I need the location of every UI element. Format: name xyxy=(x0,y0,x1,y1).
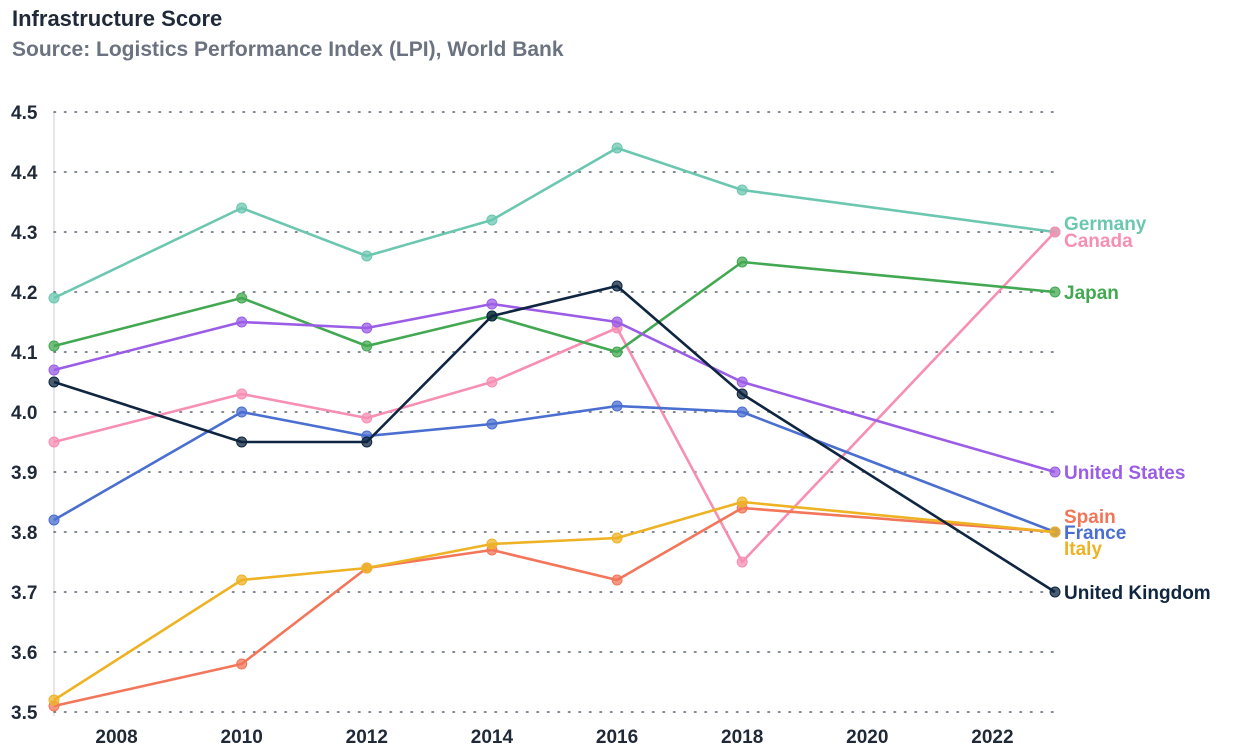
series-label: Japan xyxy=(1064,283,1119,304)
data-point xyxy=(361,340,373,352)
x-tick-label: 2022 xyxy=(971,727,1013,748)
y-tick-label: 3.9 xyxy=(11,463,37,484)
data-point xyxy=(611,532,623,544)
x-tick-label: 2008 xyxy=(95,727,137,748)
series-japan xyxy=(48,256,1061,358)
data-point xyxy=(236,202,248,214)
data-point xyxy=(736,376,748,388)
series-line xyxy=(53,146,1056,300)
y-tick-label: 4.2 xyxy=(11,283,37,304)
x-tick-label: 2012 xyxy=(346,727,388,748)
series-united-kingdom xyxy=(48,280,1061,598)
data-point xyxy=(236,658,248,670)
data-point xyxy=(48,514,60,526)
data-point xyxy=(48,376,60,388)
y-tick-label: 4.0 xyxy=(11,403,37,424)
data-point xyxy=(236,292,248,304)
y-axis: 3.5 3.6 3.7 3.8 3.9 4.0 4.1 4.2 4.3 4.4 4.5 xyxy=(11,103,38,724)
series-label: Germany xyxy=(1064,214,1147,235)
data-point xyxy=(361,412,373,424)
series-label: United States xyxy=(1064,463,1185,484)
data-point xyxy=(486,418,498,430)
data-point xyxy=(1049,226,1061,238)
x-tick-label: 2018 xyxy=(721,727,763,748)
series-group xyxy=(48,142,1061,712)
chart-title: Infrastructure Score xyxy=(12,6,223,31)
data-point xyxy=(236,316,248,328)
data-point xyxy=(361,322,373,334)
data-point xyxy=(736,556,748,568)
data-point xyxy=(486,538,498,550)
data-point xyxy=(486,376,498,388)
series-canada xyxy=(48,226,1061,568)
data-point xyxy=(361,250,373,262)
data-point xyxy=(736,184,748,196)
series-line xyxy=(53,404,1056,534)
data-point xyxy=(611,346,623,358)
x-tick-label: 2016 xyxy=(596,727,638,748)
data-point xyxy=(48,694,60,706)
data-point xyxy=(486,214,498,226)
y-tick-label: 3.5 xyxy=(11,703,38,724)
series-line xyxy=(53,506,1056,708)
y-tick-label: 4.3 xyxy=(11,223,37,244)
data-point xyxy=(611,574,623,586)
data-point xyxy=(611,142,623,154)
y-tick-label: 3.7 xyxy=(11,583,37,604)
data-point xyxy=(48,340,60,352)
data-point xyxy=(1049,466,1061,478)
data-point xyxy=(486,298,498,310)
data-point xyxy=(611,316,623,328)
grid xyxy=(53,111,1056,716)
chart-subtitle: Source: Logistics Performance Index (LPI… xyxy=(12,38,564,61)
series-germany xyxy=(48,142,1061,304)
y-tick-label: 4.5 xyxy=(11,103,38,124)
data-point xyxy=(48,436,60,448)
y-tick-label: 3.6 xyxy=(11,643,37,664)
data-point xyxy=(611,400,623,412)
data-point xyxy=(486,310,498,322)
data-point xyxy=(236,574,248,586)
x-axis: 2008 2010 2012 2014 2016 2018 2020 2022 xyxy=(95,727,1013,748)
series-italy xyxy=(48,496,1061,706)
data-point xyxy=(736,388,748,400)
data-point xyxy=(736,406,748,418)
x-tick-label: 2014 xyxy=(471,727,514,748)
series-label: Spain xyxy=(1064,507,1116,528)
series-label: Italy xyxy=(1064,539,1102,560)
data-point xyxy=(236,436,248,448)
series-line xyxy=(53,260,1056,354)
data-point xyxy=(48,292,60,304)
data-point xyxy=(361,436,373,448)
x-tick-label: 2020 xyxy=(846,727,888,748)
series-united-states xyxy=(48,298,1061,478)
data-point xyxy=(48,364,60,376)
x-tick-label: 2010 xyxy=(221,727,263,748)
data-point xyxy=(1049,586,1061,598)
data-point xyxy=(1049,286,1061,298)
series-france xyxy=(48,400,1061,538)
data-point xyxy=(361,562,373,574)
data-point xyxy=(1049,526,1061,538)
data-point xyxy=(736,496,748,508)
data-point xyxy=(611,280,623,292)
series-label: United Kingdom xyxy=(1064,583,1211,604)
y-tick-label: 4.1 xyxy=(11,343,38,364)
series-line xyxy=(53,231,1056,564)
series-line xyxy=(53,302,1056,474)
data-point xyxy=(236,406,248,418)
data-point xyxy=(236,388,248,400)
series-label: France xyxy=(1064,523,1126,544)
data-point xyxy=(736,256,748,268)
series-label: Canada xyxy=(1064,231,1133,252)
y-tick-label: 4.4 xyxy=(11,163,38,184)
y-tick-label: 3.8 xyxy=(11,523,37,544)
